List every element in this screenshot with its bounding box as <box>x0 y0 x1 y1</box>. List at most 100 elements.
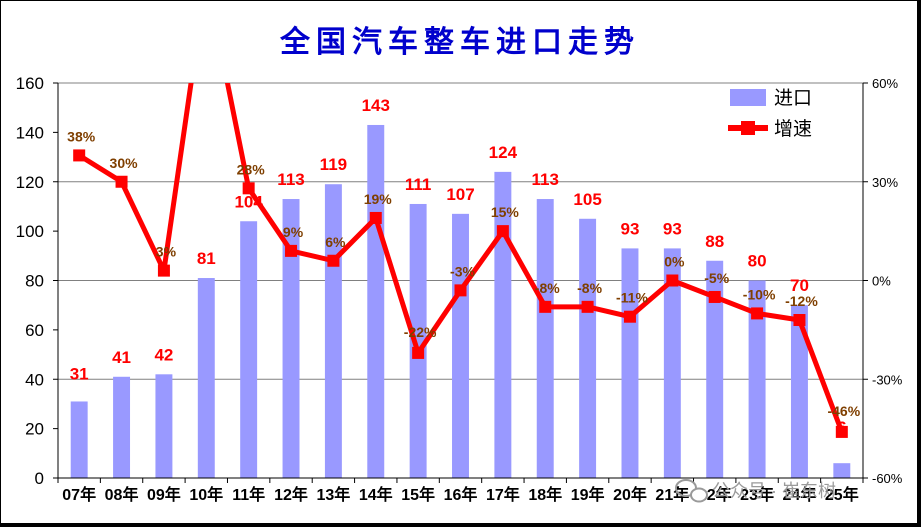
growth-pct-label: -8% <box>577 280 602 296</box>
x-tick-label: 12年 <box>274 485 308 504</box>
y-tick-label-left: 140 <box>16 123 44 142</box>
growth-pct-label: -8% <box>535 280 560 296</box>
x-tick-label: 18年 <box>528 485 562 504</box>
growth-pct-label: -46% <box>827 403 860 419</box>
bar-07年 <box>70 401 88 478</box>
y-tick-label-left: 60 <box>25 321 44 340</box>
growth-pct-label: 6% <box>325 234 346 250</box>
bar-value-label: 113 <box>532 170 559 189</box>
y-tick-label-right: -60% <box>872 471 903 486</box>
y-tick-label-left: 20 <box>25 420 44 439</box>
bar-15年 <box>409 203 427 478</box>
y-tick-label-right: -30% <box>872 372 903 387</box>
watermark-text: 公众号 · 崔东树 <box>712 481 836 501</box>
growth-marker-17年 <box>496 225 509 238</box>
bar-value-label: 6 <box>837 418 846 437</box>
growth-marker-09年 <box>157 264 170 277</box>
x-tick-label: 14年 <box>359 485 393 504</box>
y-tick-label-left: 120 <box>16 173 44 192</box>
x-tick-label: 24年 <box>783 485 817 504</box>
bar-13年 <box>324 184 342 478</box>
growth-pct-label: 30% <box>110 155 139 171</box>
growth-marker-21年 <box>666 274 679 287</box>
chart-title: 全国汽车整车进口走势 <box>279 25 640 60</box>
growth-pct-label: 3% <box>156 244 177 260</box>
x-tick-label: 09年 <box>147 485 181 504</box>
x-tick-label: 13年 <box>316 485 350 504</box>
bar-25年 <box>833 463 851 478</box>
growth-marker-12年 <box>285 244 298 257</box>
growth-pct-label: 0% <box>664 254 685 270</box>
bar-10年 <box>197 278 215 478</box>
growth-pct-label: -12% <box>785 293 818 309</box>
bar-value-label: 93 <box>621 219 640 238</box>
y-tick-label-left: 0 <box>35 469 44 488</box>
x-tick-label: 15年 <box>401 485 435 504</box>
bar-11年 <box>240 221 258 478</box>
watermark: 公众号 · 崔东树 <box>675 479 836 503</box>
bar-value-label: 93 <box>663 219 682 238</box>
x-tick-label: 20年 <box>613 485 647 504</box>
x-tick-label: 19年 <box>571 485 605 504</box>
bar-12年 <box>282 199 300 478</box>
data-labels: 31 41 42 81 104 113 119 143 111 107 124 113 105 93 93 8… <box>67 96 861 437</box>
bar-20年 <box>621 248 639 478</box>
legend-swatch-growth-marker <box>741 121 755 135</box>
bar-22年 <box>706 260 724 478</box>
bar-value-label: 80 <box>748 252 767 271</box>
bar-value-label: 41 <box>112 348 131 367</box>
bar-value-label: 111 <box>405 175 432 194</box>
growth-pct-label: -3% <box>450 263 475 279</box>
bar-19年 <box>579 218 597 478</box>
growth-marker-19年 <box>581 300 594 313</box>
growth-marker-11年 <box>242 182 255 195</box>
x-tick-label: 08年 <box>105 485 139 504</box>
bar-value-label: 143 <box>362 96 390 115</box>
bar-21年 <box>663 248 681 478</box>
bar-value-label: 113 <box>277 170 304 189</box>
x-tick-label: 21年 <box>655 485 689 504</box>
axes: 020406080100120140160-60%-30%0%30%60%07年… <box>16 74 903 504</box>
growth-marker-14年 <box>369 211 382 224</box>
bar-23年 <box>748 280 766 478</box>
y-tick-label-right: 0% <box>872 274 891 289</box>
y-tick-label-left: 100 <box>16 222 44 241</box>
growth-marker-25年 <box>835 425 848 438</box>
bar-18年 <box>536 199 554 478</box>
bar-17年 <box>494 171 512 478</box>
x-tick-label: 25年 <box>825 485 859 504</box>
growth-pct-label: 9% <box>283 224 304 240</box>
y-tick-label-left: 80 <box>25 272 44 291</box>
growth-marker-20年 <box>623 310 636 323</box>
growth-pct-label: 19% <box>364 191 393 207</box>
growth-marker-13年 <box>327 254 340 267</box>
legend-label-growth: 增速 <box>774 118 812 140</box>
y-tick-label-left: 40 <box>25 370 44 389</box>
growth-pct-label: -22% <box>404 324 437 340</box>
bar-14年 <box>367 124 385 478</box>
growth-marker-18年 <box>539 300 552 313</box>
y-tick-label-right: 60% <box>872 76 898 91</box>
growth-pct-label: 15% <box>491 204 520 220</box>
growth-marker-15年 <box>412 346 425 359</box>
growth-pct-label: 28% <box>237 161 266 177</box>
bar-value-label: 42 <box>154 345 173 364</box>
bar-value-label: 105 <box>573 190 601 209</box>
x-tick-label: 11年 <box>232 485 265 504</box>
growth-marker-22年 <box>708 290 721 303</box>
bar-series-import <box>70 124 851 478</box>
x-tick-label: 17年 <box>486 485 520 504</box>
bar-value-label: 119 <box>320 155 347 174</box>
growth-pct-label: -5% <box>704 270 729 286</box>
bar-16年 <box>452 213 469 478</box>
legend-swatch-import <box>730 89 766 106</box>
bar-value-label: 70 <box>790 276 809 295</box>
growth-marker-23年 <box>751 307 764 320</box>
bar-value-label: 88 <box>705 232 724 251</box>
bar-value-label: 124 <box>489 143 518 162</box>
growth-pct-label: 38% <box>67 128 96 144</box>
y-tick-label-left: 160 <box>16 74 44 93</box>
bar-08年 <box>113 376 131 478</box>
line-series-growth <box>73 83 848 438</box>
